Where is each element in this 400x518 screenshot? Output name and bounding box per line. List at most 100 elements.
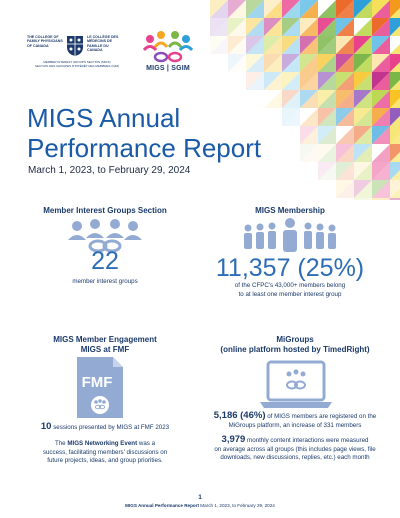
mosaic-tile [390, 90, 400, 108]
mosaic-tile [246, 54, 264, 72]
mosaic-tile [336, 126, 354, 144]
mosaic-tile [246, 36, 264, 54]
mosaic-tile [354, 54, 372, 72]
mosaic-tile [354, 162, 372, 180]
mosaic-tile [372, 126, 390, 144]
mosaic-tile [336, 18, 354, 36]
migs-people-icon [142, 31, 194, 63]
mosaic-tile [354, 126, 372, 144]
mosaic-tile [210, 36, 228, 54]
mosaic-tile [246, 18, 264, 36]
mosaic-tile [210, 0, 228, 18]
mosaic-tile [282, 36, 300, 54]
mosaic-tile [300, 126, 318, 144]
mosaic-tile [372, 90, 390, 108]
title-line-1: MIGS Annual [27, 103, 181, 133]
migroups-title: MiGroups (online platform hosted by Time… [220, 335, 370, 354]
decorative-mosaic [210, 0, 400, 200]
fmf-document-icon: FMF [77, 357, 123, 418]
crowd-icon [244, 218, 336, 252]
mosaic-tile [210, 0, 228, 18]
mosaic-tile [390, 0, 400, 18]
mosaic-tile [390, 54, 400, 72]
mosaic-tile [318, 18, 336, 36]
mosaic-tile [390, 134, 400, 144]
mosaic-tile [372, 72, 390, 90]
membership-number: 11,357 (25%) [215, 254, 365, 282]
mosaic-tile [300, 36, 318, 54]
mosaic-tile [318, 162, 336, 180]
migroups-interactions-stat: 3,979 monthly content interactions were … [214, 434, 376, 462]
mosaic-tile [354, 18, 372, 36]
mosaic-tile [370, 198, 372, 200]
mosaic-tile [228, 54, 246, 72]
mosaic-tile [228, 0, 246, 18]
membership-title: MIGS Membership [255, 206, 325, 215]
membership-caption: of the CFPC's 43,000+ members belong to … [234, 282, 346, 298]
mosaic-tile [354, 144, 372, 162]
cfpc-sub-en: MEMBER INTEREST GROUPS SECTION (MIGS) [43, 60, 111, 64]
mosaic-tile [372, 18, 390, 36]
mosaic-tile [264, 18, 282, 36]
mosaic-tile [372, 162, 390, 180]
mosaic-tile [354, 72, 372, 90]
mosaic-tile [372, 36, 390, 54]
mosaic-tile [282, 0, 300, 18]
mosaic-tile [300, 126, 318, 144]
mosaic-tile [390, 80, 400, 90]
mosaic-tile [354, 144, 372, 162]
mosaic-tile [228, 54, 246, 72]
mosaic-tile [390, 44, 400, 54]
mosaic-tile [300, 108, 318, 126]
mosaic-tile [264, 36, 282, 54]
mosaic-tile [354, 180, 372, 198]
mosaic-tile [336, 36, 354, 54]
mosaic-tile [336, 126, 354, 144]
cfpc-logo: THE COLLEGE OF FAMILY PHYSICIANS OF CANA… [27, 35, 127, 69]
migs-logo-text: MIGS | SGIM [146, 65, 190, 72]
mosaic-tile [390, 18, 400, 36]
mosaic-tile [210, 18, 228, 36]
mosaic-tile [390, 188, 400, 198]
mosaic-tile [246, 0, 264, 18]
mosaic-tile [336, 162, 354, 180]
mosaic-tile [264, 90, 282, 108]
mosaic-tile [336, 0, 354, 18]
mosaic-tile [390, 26, 400, 36]
mosaic-tile [282, 54, 300, 72]
mosaic-tile [336, 180, 354, 198]
mosaic-tile [336, 90, 354, 108]
mosaic-tile [246, 72, 264, 90]
mosaic-tile [390, 180, 400, 198]
mosaic-tile [336, 144, 354, 162]
crest-icon [67, 36, 83, 56]
mosaic-tile [282, 90, 300, 108]
mosaic-tile [282, 54, 300, 72]
migroups-registration-stat: 5,186 (46%) of MIGS members are register… [213, 410, 377, 429]
mosaic-tile [390, 36, 400, 54]
mosaic-tile [318, 36, 336, 54]
engagement-title: MIGS Member Engagement MIGS at FMF [53, 335, 157, 354]
mosaic-tile [336, 54, 354, 72]
mosaic-tile [354, 108, 372, 126]
mosaic-tile [300, 90, 318, 108]
mosaic-tile [282, 108, 300, 126]
mosaic-tile [318, 144, 336, 162]
mosaic-tile [336, 72, 354, 90]
mosaic-tile [372, 198, 390, 200]
mosaic-tile [390, 126, 400, 144]
mosaic-tile [282, 72, 300, 90]
mosaic-tile [228, 18, 246, 36]
footer-text: MIGS Annual Performance Report March 1, … [125, 503, 275, 508]
mosaic-tile [246, 0, 264, 18]
mosaic-tile [300, 54, 318, 72]
mosaic-tile [336, 144, 354, 162]
cfpc-name-en: THE COLLEGE OF FAMILY PHYSICIANS OF CANA… [27, 35, 63, 48]
mosaic-tile [372, 180, 390, 198]
mosaic-tile [300, 0, 318, 18]
mosaic-tile [228, 36, 246, 54]
page-number: 1 [198, 494, 202, 501]
mosaic-tile [318, 108, 336, 126]
laptop-icon [260, 360, 332, 408]
interest-groups-number: 22 [91, 247, 119, 275]
